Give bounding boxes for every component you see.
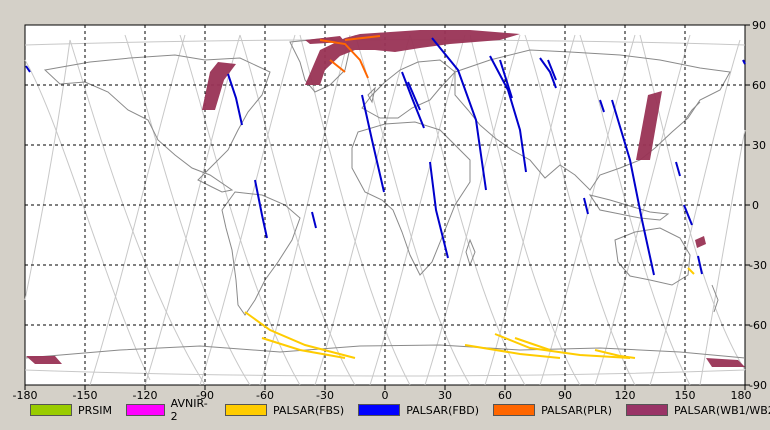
x-label: 0	[382, 389, 389, 402]
japan	[684, 101, 701, 121]
coastlines	[24, 37, 746, 359]
legend-item-plr: PALSAR(PLR)	[493, 404, 612, 417]
legend-item-fbs: PALSAR(FBS)	[225, 404, 344, 417]
legend-item-fbd: PALSAR(FBD)	[358, 404, 479, 417]
y-label: 30	[752, 139, 766, 152]
x-label: 60	[498, 389, 512, 402]
indonesia	[588, 194, 670, 221]
legend-item-avnir: AVNIR-2	[126, 397, 211, 423]
y-label: -30	[749, 259, 767, 272]
graticule	[25, 25, 745, 385]
swaths-plr	[319, 35, 381, 79]
uk	[367, 86, 376, 104]
swaths-fbd	[25, 37, 746, 276]
legend-swatch	[358, 404, 401, 416]
y-label: 0	[752, 199, 759, 212]
x-label: -60	[256, 389, 274, 402]
legend-label: PALSAR(PLR)	[541, 403, 612, 417]
y-label: -90	[749, 379, 767, 392]
south-america	[221, 191, 301, 316]
x-label: -120	[133, 389, 158, 402]
y-label: -60	[749, 319, 767, 332]
australia	[614, 227, 691, 286]
x-label: 180	[731, 389, 752, 402]
x-axis-labels: -180 -150 -120 -90 -60 -30 0 30 60 90 12…	[13, 389, 752, 402]
orbit-tracks	[24, 34, 746, 386]
x-label: -150	[73, 389, 98, 402]
new-zealand	[711, 284, 719, 313]
y-axis-ticks	[745, 24, 750, 386]
x-label: -30	[316, 389, 334, 402]
x-label: -90	[196, 389, 214, 402]
legend-label: PALSAR(WB1/WB2)	[674, 403, 770, 417]
x-axis-ticks	[24, 385, 746, 390]
x-label: 30	[438, 389, 452, 402]
x-label: 90	[558, 389, 572, 402]
legend-swatch	[30, 404, 72, 416]
y-axis-labels: 90 60 30 0 -30 -60 -90	[749, 19, 767, 392]
legend-label: PALSAR(FBS)	[273, 403, 345, 417]
legend-label: PALSAR(FBD)	[406, 403, 480, 417]
x-label: -180	[13, 389, 38, 402]
antarctica	[24, 344, 746, 359]
legend: PRSIM AVNIR-2 PALSAR(FBS) PALSAR(FBD) PA…	[30, 397, 770, 423]
legend-item-prism: PRSIM	[30, 404, 112, 417]
legend-label: PRSIM	[78, 403, 112, 417]
legend-swatch	[126, 404, 165, 416]
legend-swatch	[225, 404, 267, 416]
legend-item-wb: PALSAR(WB1/WB2)	[626, 404, 770, 417]
legend-swatch	[493, 404, 536, 416]
swaths-wb	[26, 30, 745, 367]
legend-label: AVNIR-2	[170, 397, 208, 423]
legend-swatch	[626, 404, 668, 416]
x-label: 150	[675, 389, 696, 402]
y-label: 90	[752, 19, 766, 32]
swaths-fbs	[244, 267, 695, 359]
y-label: 60	[752, 79, 766, 92]
x-label: 120	[615, 389, 636, 402]
africa	[351, 121, 471, 276]
